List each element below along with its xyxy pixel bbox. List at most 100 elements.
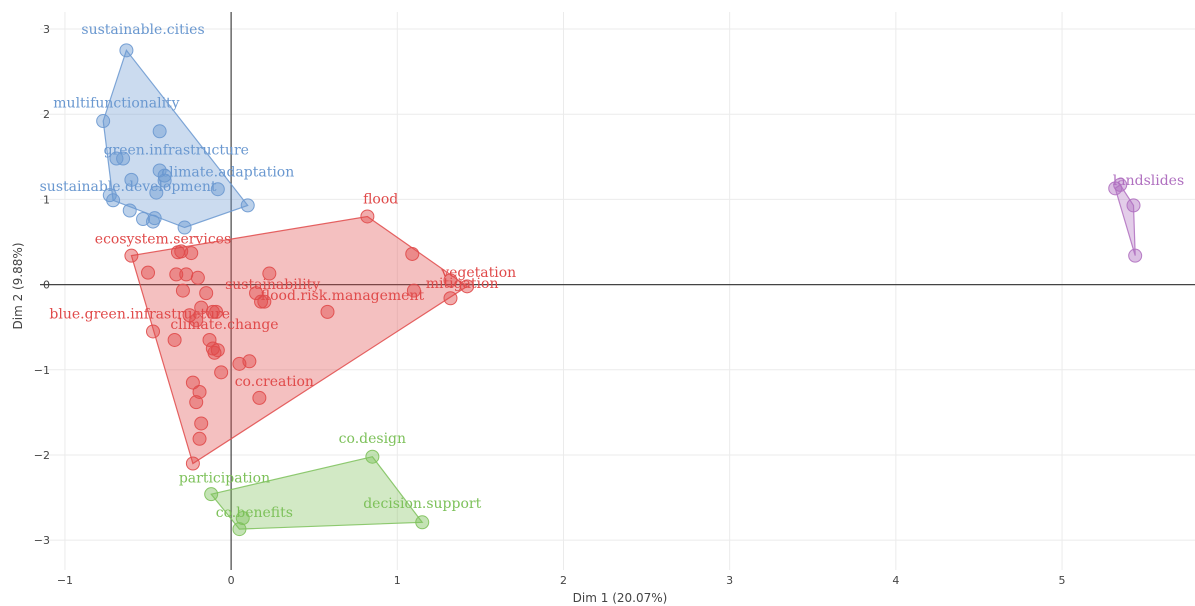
cluster-1-point-18 xyxy=(254,294,269,309)
cluster-1-point-9 xyxy=(184,246,199,261)
x-tick-label-4: 3 xyxy=(726,574,733,587)
cluster-1-point-20 xyxy=(320,304,335,319)
y-axis-title: Dim 2 (9.88%) xyxy=(11,242,25,329)
y-tick-label-2: −1 xyxy=(34,364,50,377)
y-tick-label-4: 1 xyxy=(43,193,50,206)
cluster-1-point-3 xyxy=(460,279,475,294)
cluster-1-point-1 xyxy=(405,246,420,261)
cluster-1-point-23 xyxy=(209,304,224,319)
y-tick-label-6: 3 xyxy=(43,23,50,36)
cluster-1-point-34 xyxy=(242,354,257,369)
cluster-0-point-4 xyxy=(116,151,131,166)
x-tick-label-5: 4 xyxy=(892,574,899,587)
zero-axis-lines xyxy=(40,12,1195,570)
data-points xyxy=(96,43,1143,537)
y-tick-label-0: −3 xyxy=(34,534,50,547)
point-labels: sustainable.cities multifunctionality gree… xyxy=(40,22,1185,521)
cluster-1-point-11 xyxy=(169,267,184,282)
cluster-3-point-3 xyxy=(1128,248,1143,263)
cluster-hulls xyxy=(102,49,1136,530)
cluster-2-point-0 xyxy=(365,449,380,464)
cluster-1-point-40 xyxy=(252,390,267,405)
cluster-0-point-17 xyxy=(177,220,192,235)
cluster-1-point-10 xyxy=(141,265,156,280)
cluster-2-label-2: co.benefits xyxy=(216,505,293,521)
cluster-0-label-3: climate.adaptation xyxy=(161,164,294,180)
cluster-1-point-12 xyxy=(179,267,194,282)
cluster-3-point-2 xyxy=(1126,198,1141,213)
cluster-0-point-6 xyxy=(157,168,172,183)
cluster-1-label-5: flood.risk.management xyxy=(261,288,425,304)
cluster-1-point-19 xyxy=(257,294,272,309)
cluster-0-point-10 xyxy=(106,193,121,208)
x-tick-label-1: 0 xyxy=(228,574,235,587)
cluster-0-point-2 xyxy=(152,124,167,139)
cluster-1-point-26 xyxy=(146,324,161,339)
cluster-0-point-11 xyxy=(149,185,164,200)
cluster-0-point-12 xyxy=(210,182,225,197)
cluster-2-point-3 xyxy=(232,522,247,537)
cluster-0-point-13 xyxy=(122,203,137,218)
cluster-1-label-3: mitigation xyxy=(426,276,499,292)
cluster-1-point-13 xyxy=(190,270,205,285)
cluster-1-hull xyxy=(130,215,469,465)
cluster-1-point-32 xyxy=(214,365,229,380)
cluster-1-label-0: flood xyxy=(363,192,398,208)
cluster-1-point-31 xyxy=(207,345,222,360)
cluster-1-label-7: climate.change xyxy=(170,317,278,333)
cluster-1-label-1: ecosystem.services xyxy=(95,232,231,248)
cluster-0-point-18 xyxy=(240,198,255,213)
cluster-0-point-7 xyxy=(157,173,172,188)
x-tick-label-6: 5 xyxy=(1059,574,1066,587)
cluster-2-hull xyxy=(210,456,424,530)
cluster-0-point-16 xyxy=(146,214,161,229)
cluster-3-label-0: landslides xyxy=(1113,173,1184,189)
cluster-1-point-28 xyxy=(202,332,217,347)
cluster-1-point-41 xyxy=(185,456,200,471)
x-axis-title: Dim 1 (20.07%) xyxy=(573,591,668,605)
cluster-1-point-4 xyxy=(443,291,458,306)
cluster-0-point-1 xyxy=(96,114,111,129)
cluster-1-point-27 xyxy=(167,332,182,347)
cluster-3-hull xyxy=(1114,184,1136,256)
cluster-0-label-0: sustainable.cities xyxy=(81,22,204,38)
cluster-1-point-2 xyxy=(443,273,458,288)
cluster-2-point-1 xyxy=(204,487,219,502)
x-tick-label-3: 2 xyxy=(560,574,567,587)
cluster-0-hull xyxy=(102,49,249,229)
cluster-0-point-0 xyxy=(119,43,134,58)
cluster-1-label-4: sustainability xyxy=(225,277,320,293)
cluster-2-label-0: co.design xyxy=(339,431,406,447)
cluster-1-point-6 xyxy=(124,248,139,263)
cluster-1-point-16 xyxy=(262,266,277,281)
cluster-1-point-25 xyxy=(189,313,204,328)
cluster-1-label-6: blue.green.infrastructure xyxy=(49,307,230,323)
cluster-1-point-0 xyxy=(360,209,375,224)
cluster-1-point-35 xyxy=(185,375,200,390)
y-tick-label-3: 0 xyxy=(43,279,50,292)
cluster-1-point-38 xyxy=(194,416,209,431)
y-tick-label-1: −2 xyxy=(34,449,50,462)
x-tick-label-2: 1 xyxy=(394,574,401,587)
y-tick-labels: −3 −2 −1 0 1 2 3 xyxy=(34,23,50,547)
cluster-1-label-8: co.creation xyxy=(235,374,314,390)
cluster-1-point-17 xyxy=(249,286,264,301)
cluster-2-label-1: participation xyxy=(179,470,270,486)
cluster-1-point-37 xyxy=(189,395,204,410)
cluster-1-point-5 xyxy=(406,283,421,298)
cluster-1-point-39 xyxy=(192,431,207,446)
cluster-3-point-1 xyxy=(1113,177,1128,192)
cluster-1-point-14 xyxy=(175,283,190,298)
cluster-0-label-1: multifunctionality xyxy=(53,95,179,111)
cluster-1-label-2: vegetation xyxy=(440,265,516,281)
y-tick-label-5: 2 xyxy=(43,108,50,121)
cluster-2-point-4 xyxy=(415,515,430,530)
cluster-0-label-4: sustainable.development xyxy=(40,179,217,195)
cluster-1-point-15 xyxy=(199,286,214,301)
cluster-2-point-2 xyxy=(235,511,250,526)
cluster-2-label-3: decision.support xyxy=(363,496,481,512)
cluster-0-point-8 xyxy=(124,172,139,187)
x-tick-label-0: −1 xyxy=(57,574,73,587)
cluster-0-label-2: green.infrastructure xyxy=(104,142,249,158)
